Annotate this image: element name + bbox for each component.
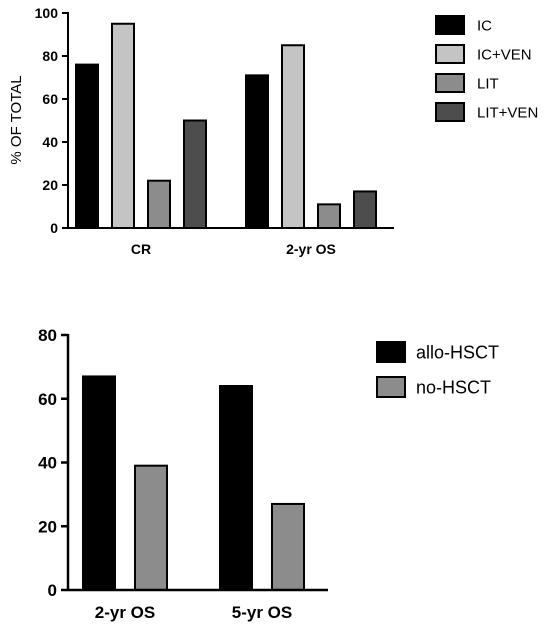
bar-allo-hsct-2-yr-os [82,375,116,591]
bar-lit-ven-cr [183,119,207,229]
y-tick-label-80: 80 [38,326,57,345]
legend-label-lit: LIT [477,75,499,92]
legend-swatch-ic-ven [435,44,465,64]
y-tick-label-0: 0 [50,220,58,236]
y-tick-label-40: 40 [42,134,58,150]
legend-swatch-allo-hsct [376,341,406,363]
x-tick-label-2-yr-os: 2-yr OS [95,603,155,622]
y-tick-label-80: 80 [42,48,58,64]
x-tick-label-5-yr-os: 5-yr OS [232,603,292,622]
y-tick-label-40: 40 [38,454,57,473]
bar-no-hsct-5-yr-os [271,502,305,591]
legend-label-no-hsct: no-HSCT [416,377,491,397]
y-tick-label-0: 0 [48,581,57,600]
y-tick-label-20: 20 [38,517,57,536]
y-tick-label-100: 100 [35,5,59,21]
bar-allo-hsct-5-yr-os [219,385,253,591]
y-tick-label-60: 60 [38,390,57,409]
chart-1-treatment-outcomes: CR 2-yr OS 0 20 40 60 80 100 % OF TOTAL IC IC+VEN L… [8,5,538,257]
legend-swatch-lit [435,73,465,93]
y-tick-label-60: 60 [42,91,58,107]
x-tick-label-2-yr-os: 2-yr OS [286,241,336,257]
bar-lit-ven-2-yr-os [353,190,377,229]
legend-label-ic-ven: IC+VEN [477,46,532,63]
bar-ic-ven-cr [111,22,135,229]
legend-label-ic: IC [477,17,492,34]
legend-label-lit-ven: LIT+VEN [477,104,538,121]
bar-ic-2-yr-os [245,74,269,229]
legend-label-allo-hsct: allo-HSCT [416,342,499,362]
legend-swatch-ic [435,15,465,35]
bar-ic-ven-2-yr-os [281,44,305,229]
bar-lit-cr [147,179,171,229]
x-tick-label-cr: CR [131,241,151,257]
bar-ic-cr [75,63,99,229]
legend-swatch-lit-ven [435,102,465,122]
bar-lit-2-yr-os [317,203,341,230]
legend-swatch-no-hsct [376,376,406,398]
bar-no-hsct-2-yr-os [134,464,168,591]
y-axis-label: % OF TOTAL [8,75,25,164]
y-tick-label-20: 20 [42,177,58,193]
chart-2-transplant-survival: 2-yr OS 5-yr OS 0 20 40 60 80 allo-HSCT no-HSCT [38,326,499,622]
